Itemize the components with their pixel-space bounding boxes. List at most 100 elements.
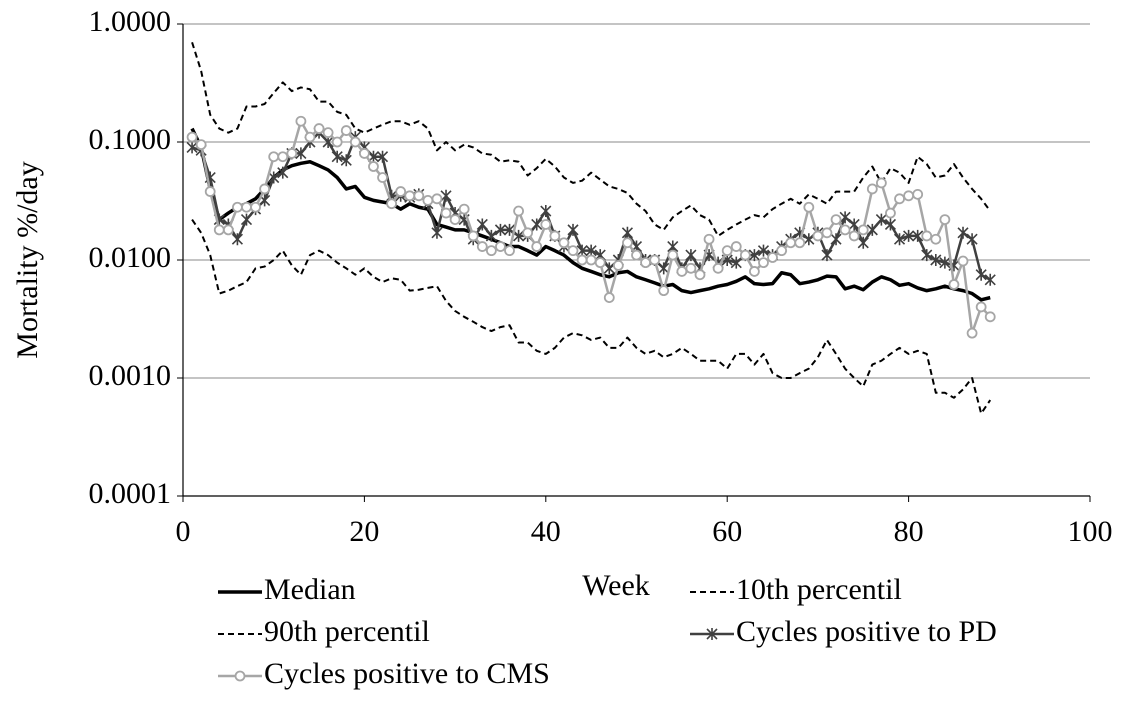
point-marker bbox=[984, 311, 996, 323]
point-marker bbox=[476, 241, 488, 252]
point-marker bbox=[250, 201, 261, 213]
point-marker bbox=[622, 237, 633, 249]
point-marker bbox=[222, 224, 234, 236]
x-tick-label: 0 bbox=[176, 515, 191, 548]
x-axis-label: Week bbox=[582, 569, 650, 602]
point-marker bbox=[603, 292, 615, 304]
legend-label: 10th percentil bbox=[736, 573, 902, 606]
point-marker bbox=[195, 139, 207, 151]
point-marker bbox=[848, 218, 860, 231]
point-marker bbox=[241, 201, 252, 213]
series-line bbox=[191, 219, 992, 415]
point-marker bbox=[476, 218, 488, 231]
point-marker bbox=[295, 115, 307, 127]
point-marker bbox=[494, 223, 507, 236]
point-marker bbox=[531, 218, 543, 231]
point-marker bbox=[268, 151, 280, 163]
point-marker bbox=[340, 154, 352, 167]
point-marker bbox=[603, 262, 615, 275]
point-marker bbox=[431, 226, 443, 239]
point-marker bbox=[485, 245, 497, 257]
point-marker bbox=[685, 262, 697, 274]
point-marker bbox=[313, 123, 325, 134]
point-marker bbox=[331, 136, 343, 148]
point-marker bbox=[848, 230, 860, 242]
point-marker bbox=[730, 241, 742, 252]
point-marker bbox=[857, 224, 869, 236]
point-marker bbox=[413, 190, 425, 202]
point-marker bbox=[231, 233, 243, 246]
point-marker bbox=[658, 262, 670, 275]
point-marker bbox=[186, 141, 198, 154]
point-marker bbox=[449, 214, 461, 225]
point-marker bbox=[540, 205, 552, 218]
point-marker bbox=[240, 213, 253, 226]
point-marker bbox=[957, 226, 969, 239]
point-marker bbox=[513, 229, 525, 242]
point-marker bbox=[186, 131, 198, 143]
point-marker bbox=[957, 255, 969, 267]
x-tick-label: 20 bbox=[349, 515, 379, 548]
point-marker bbox=[930, 233, 942, 245]
y-tick-label: 0.0010 bbox=[89, 359, 172, 392]
point-marker bbox=[749, 266, 760, 277]
point-marker bbox=[277, 151, 289, 163]
point-marker bbox=[431, 193, 443, 205]
point-marker bbox=[758, 257, 769, 269]
point-marker bbox=[975, 268, 987, 281]
point-marker bbox=[522, 227, 534, 239]
point-marker bbox=[349, 136, 361, 148]
point-marker bbox=[368, 161, 379, 172]
point-marker bbox=[685, 249, 697, 262]
point-marker bbox=[567, 245, 579, 257]
point-marker bbox=[839, 211, 851, 224]
point-marker bbox=[277, 166, 289, 179]
legend-label: Median bbox=[264, 573, 356, 606]
point-marker bbox=[739, 249, 751, 261]
point-marker bbox=[386, 198, 398, 210]
x-tick-label: 40 bbox=[531, 515, 561, 548]
point-marker bbox=[585, 254, 597, 266]
point-marker bbox=[549, 230, 561, 242]
point-marker bbox=[830, 214, 842, 225]
series-line bbox=[191, 41, 992, 237]
point-marker bbox=[803, 201, 815, 213]
point-marker bbox=[504, 245, 515, 257]
legend-label: Cycles positive to CMS bbox=[264, 657, 550, 690]
point-marker bbox=[667, 249, 679, 261]
point-marker bbox=[286, 148, 298, 159]
point-marker bbox=[259, 183, 271, 195]
point-marker bbox=[866, 223, 878, 236]
y-tick-label: 0.0100 bbox=[89, 241, 172, 274]
point-marker bbox=[513, 205, 524, 217]
point-marker bbox=[903, 190, 914, 202]
point-marker bbox=[295, 147, 307, 160]
point-marker bbox=[495, 241, 506, 252]
point-marker bbox=[748, 249, 760, 262]
point-marker bbox=[812, 230, 824, 242]
point-marker bbox=[703, 233, 715, 245]
y-tick-label: 0.1000 bbox=[89, 123, 172, 156]
point-marker bbox=[912, 229, 924, 242]
point-marker bbox=[921, 249, 933, 262]
point-marker bbox=[821, 227, 833, 239]
point-marker bbox=[204, 186, 216, 197]
point-marker bbox=[485, 229, 497, 242]
point-marker bbox=[839, 224, 851, 236]
point-marker bbox=[322, 127, 334, 139]
point-marker bbox=[234, 670, 246, 682]
point-marker bbox=[893, 233, 906, 246]
point-marker bbox=[706, 628, 718, 640]
point-marker bbox=[830, 233, 842, 246]
point-marker bbox=[767, 252, 778, 263]
point-marker bbox=[567, 223, 579, 236]
point-marker bbox=[721, 245, 733, 257]
point-marker bbox=[268, 171, 280, 184]
point-marker bbox=[531, 241, 543, 252]
point-marker bbox=[857, 236, 869, 249]
point-marker bbox=[875, 177, 887, 189]
point-marker bbox=[440, 189, 452, 202]
point-marker bbox=[331, 150, 343, 163]
